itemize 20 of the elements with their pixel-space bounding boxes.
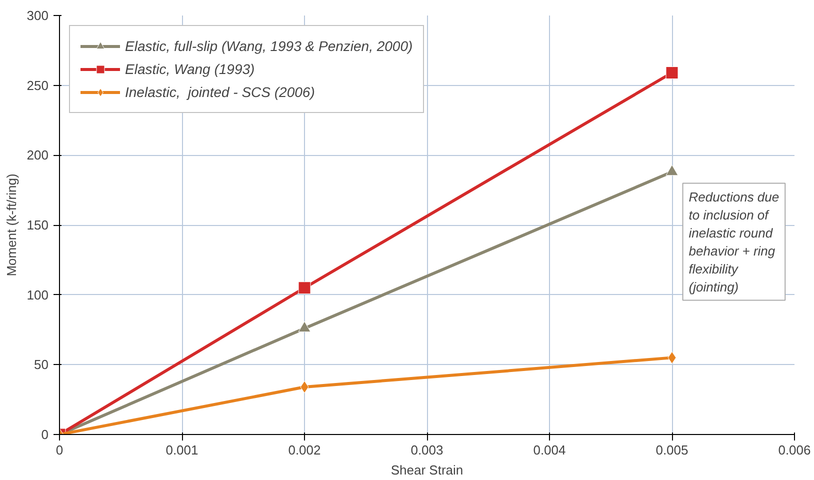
y-tick-label: 300 bbox=[26, 8, 49, 23]
x-tick-label: 0.003 bbox=[410, 442, 444, 458]
y-axis-title: Moment (k-ft/ring) bbox=[4, 174, 19, 276]
y-tick-label: 50 bbox=[34, 357, 49, 372]
x-tick-label: 0 bbox=[56, 442, 64, 458]
y-tick-label: 250 bbox=[26, 78, 49, 93]
y-tick-label: 0 bbox=[41, 427, 49, 442]
y-tick-label: 150 bbox=[26, 218, 49, 232]
legend-label: Elastic, full-slip (Wang, 1993 & Penzien, 2000) bbox=[125, 38, 413, 54]
legend-label: Elastic, Wang (1993) bbox=[125, 61, 255, 77]
x-tick-label: 0.002 bbox=[288, 442, 321, 458]
legend-label: Inelastic, jointed - SCS (2006) bbox=[125, 84, 315, 100]
x-tick-label: 0.001 bbox=[166, 442, 198, 458]
x-axis-title: Shear Strain bbox=[390, 462, 464, 478]
x-tick-label: 0.006 bbox=[778, 442, 811, 458]
x-tick-label: 0.004 bbox=[533, 442, 566, 458]
y-tick-label: 200 bbox=[26, 148, 49, 163]
y-tick-label: 100 bbox=[26, 287, 49, 302]
x-tick-label: 0.005 bbox=[656, 442, 688, 458]
annotation: Reductions due to inclusion of inelastic round behavior + ring flexibility (jointing) bbox=[688, 189, 780, 294]
